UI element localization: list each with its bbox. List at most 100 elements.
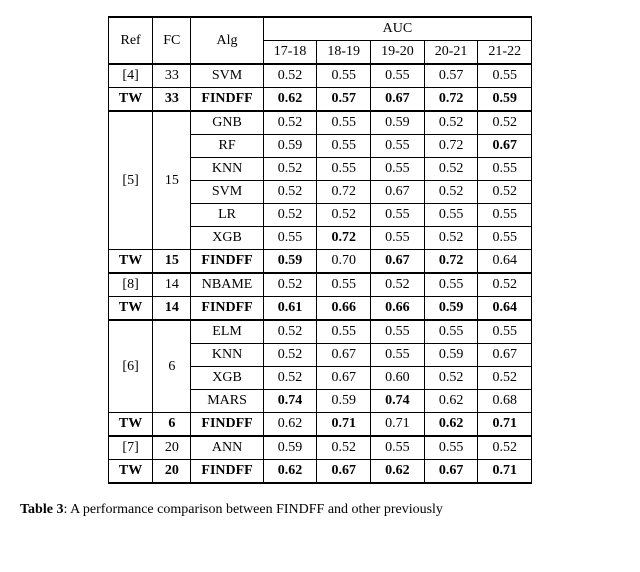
val-cell: 0.74: [371, 390, 425, 413]
fc-cell: 15: [153, 111, 191, 250]
col-year-2: 19-20: [371, 41, 425, 65]
tw-ref: TW: [108, 413, 152, 437]
tw-val: 0.59: [424, 297, 478, 321]
val-cell: 0.55: [478, 158, 532, 181]
val-cell: 0.52: [478, 111, 532, 135]
alg-cell: KNN: [191, 344, 263, 367]
alg-cell: MARS: [191, 390, 263, 413]
alg-cell: ANN: [191, 436, 263, 460]
col-year-4: 21-22: [478, 41, 532, 65]
val-cell: 0.72: [424, 135, 478, 158]
tw-val: 0.62: [371, 460, 425, 484]
val-cell: 0.55: [478, 227, 532, 250]
col-ref: Ref: [108, 17, 152, 64]
val-cell: 0.55: [317, 135, 371, 158]
val-cell: 0.55: [317, 320, 371, 344]
tw-alg: FINDFF: [191, 297, 263, 321]
val-cell: 0.67: [317, 367, 371, 390]
col-year-1: 18-19: [317, 41, 371, 65]
val-cell: 0.59: [317, 390, 371, 413]
val-cell: 0.55: [263, 227, 317, 250]
ref-cell: [8]: [108, 273, 152, 297]
val-cell: 0.52: [263, 367, 317, 390]
val-cell: 0.55: [371, 227, 425, 250]
val-cell: 0.55: [424, 320, 478, 344]
table-row: [5]15GNB0.520.550.590.520.52: [108, 111, 531, 135]
tw-val: 0.71: [478, 460, 532, 484]
alg-cell: NBAME: [191, 273, 263, 297]
val-cell: 0.55: [317, 273, 371, 297]
val-cell: 0.52: [478, 273, 532, 297]
val-cell: 0.55: [371, 135, 425, 158]
alg-cell: SVM: [191, 64, 263, 88]
val-cell: 0.57: [424, 64, 478, 88]
tw-val: 0.67: [317, 460, 371, 484]
ref-cell: [7]: [108, 436, 152, 460]
val-cell: 0.52: [478, 181, 532, 204]
tw-val: 0.62: [263, 88, 317, 112]
val-cell: 0.52: [263, 64, 317, 88]
alg-cell: SVM: [191, 181, 263, 204]
val-cell: 0.52: [263, 320, 317, 344]
tw-val: 0.64: [478, 297, 532, 321]
table-row: [7]20ANN0.590.520.550.550.52: [108, 436, 531, 460]
ref-cell: [5]: [108, 111, 152, 250]
val-cell: 0.55: [424, 436, 478, 460]
val-cell: 0.68: [478, 390, 532, 413]
val-cell: 0.59: [424, 344, 478, 367]
val-cell: 0.55: [424, 204, 478, 227]
tw-val: 0.62: [424, 413, 478, 437]
val-cell: 0.72: [317, 181, 371, 204]
val-cell: 0.55: [317, 111, 371, 135]
val-cell: 0.52: [424, 227, 478, 250]
col-year-0: 17-18: [263, 41, 317, 65]
tw-val: 0.72: [424, 88, 478, 112]
tw-val: 0.72: [424, 250, 478, 274]
tw-val: 0.64: [478, 250, 532, 274]
tw-val: 0.57: [317, 88, 371, 112]
table-row: [4]33SVM0.520.550.550.570.55: [108, 64, 531, 88]
val-cell: 0.55: [371, 204, 425, 227]
val-cell: 0.55: [371, 344, 425, 367]
col-year-3: 20-21: [424, 41, 478, 65]
fc-cell: 33: [153, 64, 191, 88]
tw-row: TW14FINDFF0.610.660.660.590.64: [108, 297, 531, 321]
val-cell: 0.74: [263, 390, 317, 413]
tw-row: TW33FINDFF0.620.570.670.720.59: [108, 88, 531, 112]
alg-cell: LR: [191, 204, 263, 227]
val-cell: 0.52: [263, 344, 317, 367]
ref-cell: [6]: [108, 320, 152, 413]
tw-val: 0.71: [317, 413, 371, 437]
tw-val: 0.59: [263, 250, 317, 274]
alg-cell: XGB: [191, 367, 263, 390]
col-alg: Alg: [191, 17, 263, 64]
tw-fc: 15: [153, 250, 191, 274]
val-cell: 0.55: [478, 64, 532, 88]
tw-val: 0.67: [371, 88, 425, 112]
tw-val: 0.70: [317, 250, 371, 274]
val-cell: 0.62: [424, 390, 478, 413]
val-cell: 0.52: [317, 204, 371, 227]
tw-val: 0.71: [371, 413, 425, 437]
val-cell: 0.67: [478, 344, 532, 367]
val-cell: 0.52: [424, 158, 478, 181]
val-cell: 0.67: [317, 344, 371, 367]
val-cell: 0.55: [317, 158, 371, 181]
tw-val: 0.61: [263, 297, 317, 321]
val-cell: 0.52: [263, 181, 317, 204]
tw-alg: FINDFF: [191, 460, 263, 484]
tw-ref: TW: [108, 88, 152, 112]
tw-ref: TW: [108, 297, 152, 321]
alg-cell: RF: [191, 135, 263, 158]
val-cell: 0.55: [371, 320, 425, 344]
val-cell: 0.52: [263, 158, 317, 181]
val-cell: 0.52: [478, 436, 532, 460]
table-row: [8]14NBAME0.520.550.520.550.52: [108, 273, 531, 297]
table-row: [6]6ELM0.520.550.550.550.55: [108, 320, 531, 344]
val-cell: 0.55: [371, 436, 425, 460]
val-cell: 0.59: [263, 436, 317, 460]
tw-alg: FINDFF: [191, 250, 263, 274]
tw-val: 0.71: [478, 413, 532, 437]
val-cell: 0.55: [478, 204, 532, 227]
alg-cell: GNB: [191, 111, 263, 135]
